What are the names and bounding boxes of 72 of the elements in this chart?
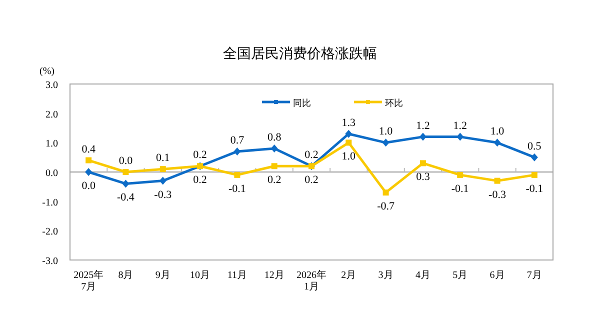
data-label: -0.1 xyxy=(526,182,544,195)
point xyxy=(530,153,538,162)
point xyxy=(531,172,538,178)
x-tick-label: 6月 xyxy=(490,270,505,281)
data-label: 1.2 xyxy=(453,120,467,132)
data-label: 0.2 xyxy=(193,149,207,162)
point xyxy=(420,160,426,166)
data-label: 1.0 xyxy=(490,126,505,138)
y-tick-label: 1.0 xyxy=(46,138,58,150)
y-axis-title: (%) xyxy=(40,66,54,77)
data-label: -0.1 xyxy=(228,182,246,195)
data-label: 0.5 xyxy=(528,140,542,152)
data-label: 0.4 xyxy=(82,143,96,156)
data-label: 0.0 xyxy=(118,155,134,167)
legend-label: 同比 xyxy=(293,98,311,109)
y-tick-label: 0.0 xyxy=(46,168,58,179)
data-label: 0.2 xyxy=(193,174,207,186)
y-tick-label: -3.0 xyxy=(42,256,58,267)
data-label: -0.4 xyxy=(117,192,135,204)
point xyxy=(271,163,278,170)
point xyxy=(345,130,352,138)
point xyxy=(159,176,166,185)
y-tick-label: 3.0 xyxy=(46,80,58,91)
data-label: -0.3 xyxy=(154,188,172,201)
data-label: 0.3 xyxy=(416,171,430,184)
y-tick-label: -1.0 xyxy=(42,197,58,208)
x-tick-label: 2025年 7月 xyxy=(74,269,104,292)
point xyxy=(85,168,92,176)
data-label: 0.7 xyxy=(230,134,245,146)
x-tick-label: 5月 xyxy=(452,270,468,281)
data-label: 0.2 xyxy=(304,149,318,162)
x-tick-label: 7月 xyxy=(526,270,542,281)
data-label: 0.2 xyxy=(304,174,318,186)
point xyxy=(419,132,426,141)
point xyxy=(122,169,129,175)
point xyxy=(346,140,352,146)
point xyxy=(457,172,464,178)
legend-label: 环比 xyxy=(385,98,403,109)
point xyxy=(160,166,166,172)
data-label: 1.0 xyxy=(342,150,356,163)
x-tick-label: 10月 xyxy=(190,270,210,281)
point xyxy=(86,157,92,164)
data-label: -0.3 xyxy=(488,188,506,201)
point xyxy=(270,144,278,153)
x-tick-label: 3月 xyxy=(378,270,394,281)
data-label: 0.0 xyxy=(82,180,96,192)
x-tick-label: 4月 xyxy=(415,270,430,281)
point xyxy=(382,138,390,147)
y-tick-label: -2.0 xyxy=(42,226,58,238)
point xyxy=(494,178,500,184)
point xyxy=(494,138,501,147)
data-label: 0.8 xyxy=(267,132,282,144)
data-label: 1.2 xyxy=(416,120,430,132)
data-label: 0.2 xyxy=(267,174,282,186)
x-tick-label: 11月 xyxy=(227,270,248,281)
data-label: -0.1 xyxy=(451,182,469,195)
x-tick-label: 9月 xyxy=(155,270,170,281)
point xyxy=(234,172,240,178)
point xyxy=(122,180,130,188)
point xyxy=(456,132,464,141)
point xyxy=(382,190,389,196)
x-tick-label: 2月 xyxy=(341,270,356,281)
x-tick-label: 2026年 1月 xyxy=(296,269,326,292)
x-tick-label: 12月 xyxy=(264,270,284,281)
data-label: 1.0 xyxy=(378,126,394,138)
chart-title: 全国居民消费价格涨跌幅 xyxy=(223,46,377,62)
y-tick-label: 2.0 xyxy=(46,109,58,120)
data-label: -0.7 xyxy=(377,200,396,213)
point xyxy=(234,147,241,156)
data-label: 1.3 xyxy=(342,116,356,129)
x-tick-label: 8月 xyxy=(118,270,134,281)
data-label: 0.1 xyxy=(156,152,170,164)
